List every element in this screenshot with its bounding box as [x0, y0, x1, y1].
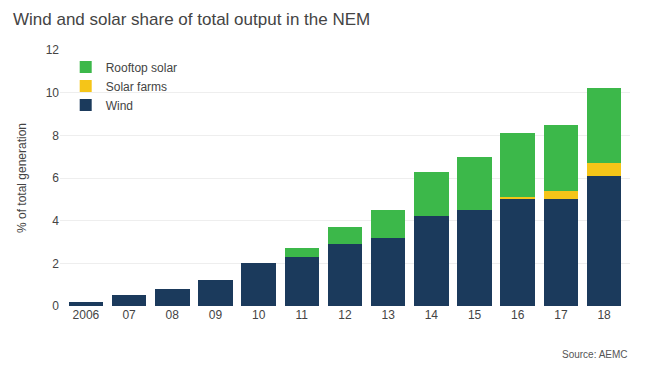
svg-text:Solar farms: Solar farms — [106, 80, 167, 94]
svg-text:18: 18 — [597, 308, 611, 322]
svg-text:10: 10 — [46, 86, 60, 100]
svg-text:Rooftop solar: Rooftop solar — [106, 61, 177, 75]
svg-text:Source: AEMC: Source: AEMC — [562, 349, 628, 360]
svg-text:8: 8 — [52, 129, 59, 143]
svg-text:15: 15 — [468, 308, 482, 322]
svg-text:14: 14 — [425, 308, 439, 322]
svg-text:12: 12 — [338, 308, 352, 322]
svg-text:% of total generation: % of total generation — [15, 123, 29, 233]
svg-text:4: 4 — [52, 214, 59, 228]
svg-text:10: 10 — [252, 308, 266, 322]
svg-text:2006: 2006 — [73, 308, 100, 322]
svg-text:09: 09 — [209, 308, 223, 322]
svg-text:6: 6 — [52, 171, 59, 185]
svg-text:Wind and solar share of total: Wind and solar share of total output in … — [13, 10, 370, 29]
svg-text:Wind: Wind — [106, 99, 133, 113]
svg-text:11: 11 — [296, 308, 309, 322]
svg-text:0: 0 — [52, 299, 59, 313]
svg-text:12: 12 — [46, 43, 60, 57]
svg-text:07: 07 — [122, 308, 136, 322]
svg-text:13: 13 — [382, 308, 396, 322]
svg-text:16: 16 — [511, 308, 525, 322]
svg-text:2: 2 — [52, 257, 59, 271]
svg-text:08: 08 — [166, 308, 180, 322]
svg-text:17: 17 — [554, 308, 568, 322]
